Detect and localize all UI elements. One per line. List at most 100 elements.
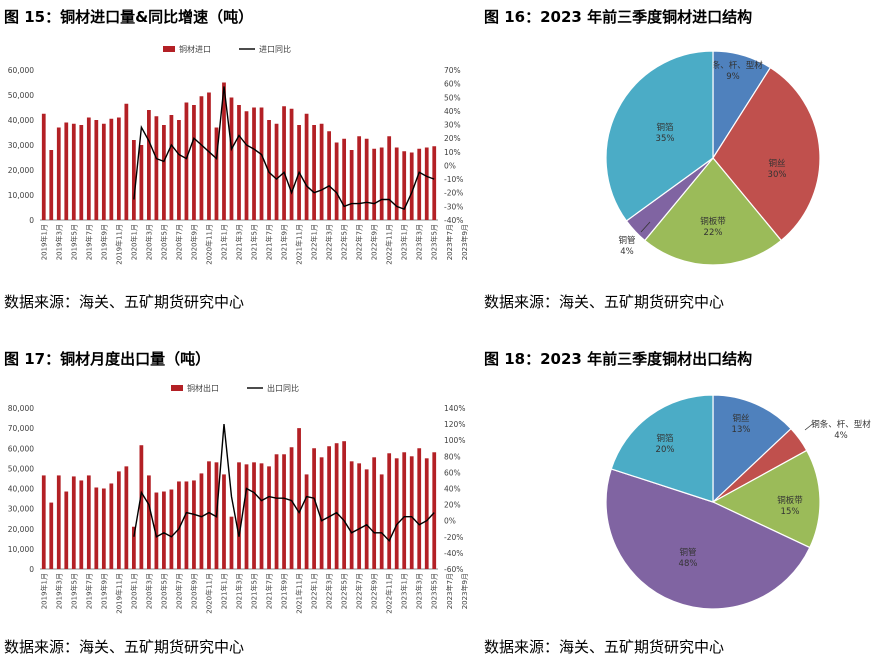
x-tick-label: 2021年1月 <box>220 573 229 609</box>
bar <box>417 149 421 220</box>
x-tick-label: 2023年5月 <box>430 224 439 260</box>
x-tick-label: 2020年11月 <box>205 224 214 265</box>
bar <box>417 448 421 569</box>
pie-slice-name: 铜管 <box>618 235 635 246</box>
x-tick-label: 2020年3月 <box>144 224 153 260</box>
bar <box>147 110 151 220</box>
pie-slice-value: 20% <box>656 445 675 455</box>
bar <box>350 461 354 569</box>
x-tick-label: 2021年7月 <box>265 573 274 609</box>
x-tick-label: 2022年9月 <box>370 573 379 609</box>
bar <box>207 93 211 221</box>
x-tick-label: 2019年11月 <box>114 573 123 614</box>
bar <box>282 454 286 569</box>
x-tick-label: 2021年5月 <box>250 224 259 260</box>
x-tick-label: 2020年9月 <box>189 224 198 260</box>
y-left-tick-label: 30,000 <box>8 141 34 150</box>
y-right-tick-label: 30% <box>444 121 461 130</box>
bar <box>425 458 429 569</box>
bar <box>305 474 309 569</box>
y-right-tick-label: 0% <box>444 517 456 526</box>
bar <box>275 124 279 220</box>
x-tick-label: 2022年3月 <box>325 573 334 609</box>
bar <box>320 124 324 220</box>
bar <box>222 474 226 569</box>
bar <box>162 492 166 569</box>
y-left-tick-label: 0 <box>29 216 34 225</box>
pie-slice-name: 铜箔 <box>656 433 674 444</box>
bar <box>432 146 436 220</box>
y-left-tick-label: 60,000 <box>8 66 34 75</box>
bar <box>42 475 46 569</box>
x-tick-label: 2019年3月 <box>54 224 63 260</box>
bar <box>387 136 391 220</box>
bar <box>207 461 211 569</box>
y-left-tick-label: 50,000 <box>8 464 34 473</box>
x-tick-label: 2023年3月 <box>415 224 424 260</box>
bar <box>260 108 264 221</box>
legend-swatch-bar <box>163 46 175 52</box>
y-right-tick-label: 50% <box>444 93 461 102</box>
panel-title: 图 18：2023 年前三季度铜材出口结构 <box>484 350 752 368</box>
x-tick-label: 2019年7月 <box>84 224 93 260</box>
bar <box>342 139 346 220</box>
bar <box>245 111 249 220</box>
bar <box>94 120 98 220</box>
bar <box>425 148 429 221</box>
pie-slice-label: 铜管 4% <box>618 235 635 257</box>
bar <box>282 106 286 220</box>
pie-slice-value: 9% <box>726 72 740 82</box>
panel-title: 图 17：铜材月度出口量（吨） <box>4 350 210 368</box>
bar <box>49 503 53 569</box>
y-right-tick-label: 10% <box>444 148 461 157</box>
x-tick-label: 2023年5月 <box>430 573 439 609</box>
x-tick-label: 2021年9月 <box>280 224 289 260</box>
bar <box>192 105 196 220</box>
report-page: 图 15：铜材进口量&同比增速（吨） 图 16：2023 年前三季度铜材进口结构… <box>0 0 890 667</box>
bar <box>132 140 136 220</box>
panel-title: 图 16：2023 年前三季度铜材进口结构 <box>484 8 752 26</box>
bar <box>275 454 279 569</box>
bar <box>49 150 53 220</box>
bar <box>57 128 61 221</box>
y-right-tick-label: 20% <box>444 501 461 510</box>
pie-slice-name: 铜板带 <box>700 216 726 227</box>
bar <box>102 124 106 220</box>
bar <box>124 466 128 569</box>
x-tick-label: 2020年1月 <box>129 224 138 260</box>
x-tick-label: 2020年5月 <box>159 224 168 260</box>
bar <box>290 447 294 569</box>
bar <box>335 443 339 569</box>
x-tick-label: 2019年1月 <box>39 573 48 609</box>
bar <box>140 445 144 569</box>
bar <box>200 473 204 569</box>
y-left-tick-label: 80,000 <box>8 404 34 413</box>
bar <box>64 123 68 221</box>
bar <box>335 143 339 221</box>
y-left-tick-label: 40,000 <box>8 485 34 494</box>
x-tick-label: 2022年7月 <box>355 573 364 609</box>
x-tick-label: 2022年11月 <box>385 224 394 265</box>
pie-slice-name: 铜丝 <box>768 158 786 169</box>
chart-canvas: 图 15：铜材进口量&同比增速（吨） 图 16：2023 年前三季度铜材进口结构… <box>0 0 890 667</box>
legend-label: 进口同比 <box>259 44 291 54</box>
x-tick-label: 2023年9月 <box>460 224 469 260</box>
x-tick-label: 2023年7月 <box>445 573 454 609</box>
y-left-tick-label: 20,000 <box>8 525 34 534</box>
x-tick-label: 2020年5月 <box>159 573 168 609</box>
legend-swatch-bar <box>171 385 183 391</box>
legend-label: 铜材进口 <box>179 44 211 54</box>
y-left-tick-label: 20,000 <box>8 166 34 175</box>
x-tick-label: 2023年7月 <box>445 224 454 260</box>
bar <box>102 489 106 570</box>
bar <box>140 145 144 220</box>
x-tick-label: 2019年9月 <box>99 573 108 609</box>
x-tick-label: 2020年3月 <box>144 573 153 609</box>
x-tick-label: 2020年7月 <box>174 573 183 609</box>
import-bar-line-chart: 0 10,000 20,000 30,000 40,000 50,000 60,000 -40… <box>8 44 469 265</box>
y-right-tick-label: 60% <box>444 468 461 477</box>
y-right-tick-label: 140% <box>444 404 465 413</box>
pie-slice-value: 22% <box>704 228 723 238</box>
y-right-tick-label: -10% <box>444 175 463 184</box>
bar <box>94 487 98 569</box>
